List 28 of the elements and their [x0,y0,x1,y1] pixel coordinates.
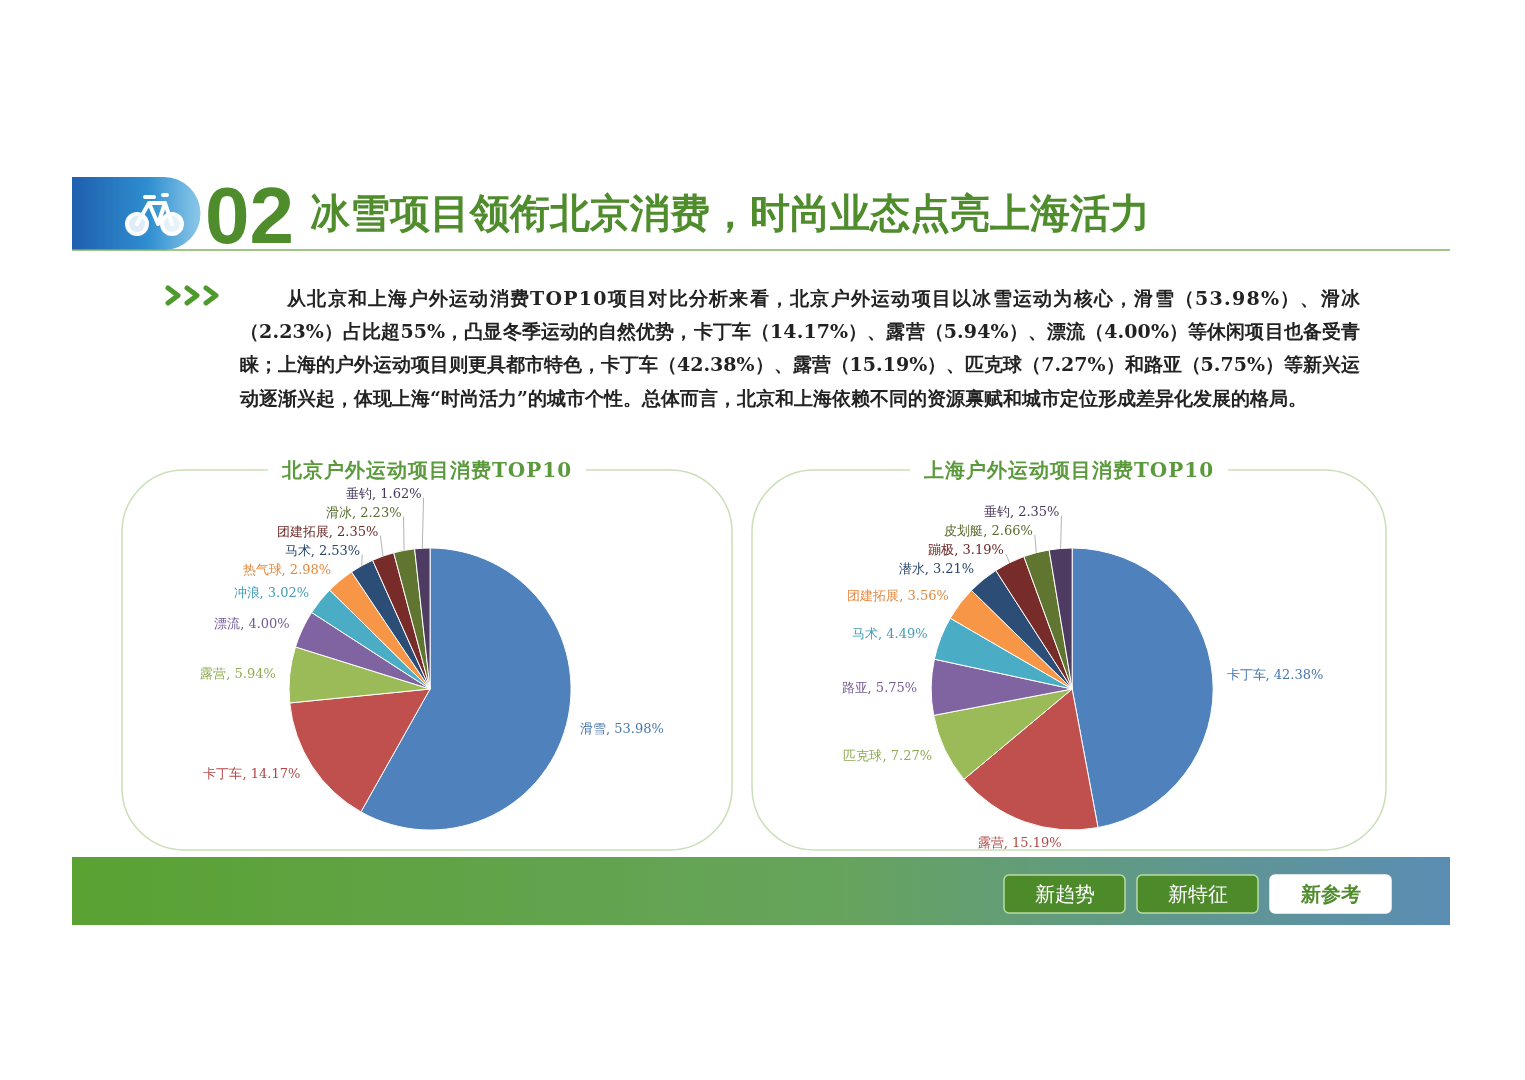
text: 冰雪项目领衔北京消费，时尚业态点亮上海活力 [309,189,1150,236]
slice-label: 皮划艇, 2.66% [944,523,1033,539]
slice-label: 匹克球, 7.27% [843,747,933,763]
slice-label: 卡丁车, 14.17% [203,766,301,782]
chart-title: 上海户外运动项目消费TOP10 [922,458,1215,482]
slice-label: 潜水, 3.21% [898,561,975,577]
slice-label: 热气球, 2.98% [242,562,332,578]
button[interactable]: 新参考 [1269,874,1392,914]
slice-label: 露营, 5.94% [200,665,276,681]
button[interactable]: 新特征 [1136,874,1259,914]
slice-label: 卡丁车, 42.38% [1226,667,1324,683]
slice-label: 滑雪, 53.98% [579,720,664,736]
slice-label: 团建拓展, 2.35% [276,524,379,540]
slice-label: 团建拓展, 3.56% [847,587,949,603]
slice-label: 蹦极, 3.19% [928,542,1004,558]
slice-label: 冲浪, 3.02% [233,584,310,600]
slice-label: 马术, 2.53% [284,543,361,559]
slice-label: 垂钓, 1.62% [345,486,422,502]
slice-label: 漂流, 4.00% [214,615,290,631]
text: 从北京和上海户外运动消费TOP10项目对比分析来看，北京户外运动项目以冰雪运动为核心，滑雪（53.98%）、滑冰（2.23%）占比超55%，凸显冬季运动的自然优势，卡丁车（14.17%）、露营（5.94%）、漂流（4.00%）等休闲项目也备受青睐；上海的户外运动项目则更具都市特色，卡丁车（42.38%）、露营（15.19%）、匹克球（7.27%）和路亚（5.75%）等新兴运动逐渐兴起，体现上海“时尚活力”的城市个性。总体而言，北京和上海依赖不同的资源禀赋和城市定位形成差异化发展的格局。 [239,287,1361,409]
chart-title: 北京户外运动项目消费TOP10 [280,458,573,482]
slice-label: 滑冰, 2.23% [325,505,402,521]
slice-label: 路亚, 5.75% [841,679,918,695]
slice-label: 垂钓, 2.35% [983,504,1060,520]
slice-label: 马术, 4.49% [852,625,928,641]
text: 02 [205,171,294,260]
button[interactable]: 新趋势 [1003,874,1126,914]
slice-label: 露营, 15.19% [977,835,1062,851]
